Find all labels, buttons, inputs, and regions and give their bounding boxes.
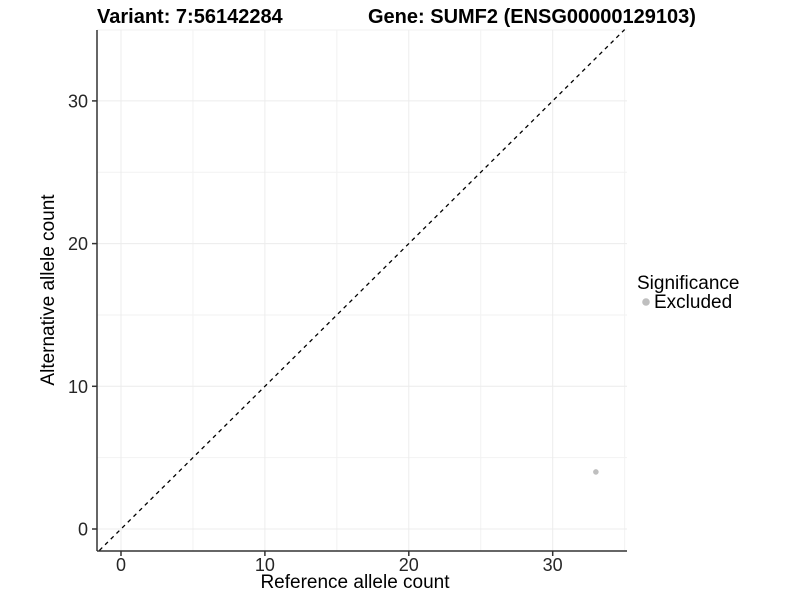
identity-line [98,29,626,551]
y-tick-label: 0 [78,520,88,540]
x-tick-label: 10 [255,555,275,575]
data-point [593,469,599,475]
legend-title: Significance [637,273,739,294]
y-tick-label: 10 [68,377,88,397]
legend-key-dot [642,298,650,306]
y-axis-title: Alternative allele count [38,194,59,386]
x-axis-title: Reference allele count [260,572,450,593]
legend: Significance Excluded [637,273,739,313]
grid-layer [97,29,627,551]
axes-layer: 0 10 20 30 0 10 20 30 [68,30,627,575]
legend-item-label: Excluded [654,292,732,313]
variant-title: Variant: 7:56142284 [97,6,284,28]
gene-title: Gene: SUMF2 (ENSG00000129103) [368,6,696,28]
data-layer [98,29,626,551]
x-tick-label: 20 [399,555,419,575]
y-tick-label: 30 [68,91,88,111]
x-tick-label: 30 [543,555,563,575]
x-tick-label: 0 [116,555,126,575]
y-tick-label: 20 [68,234,88,254]
